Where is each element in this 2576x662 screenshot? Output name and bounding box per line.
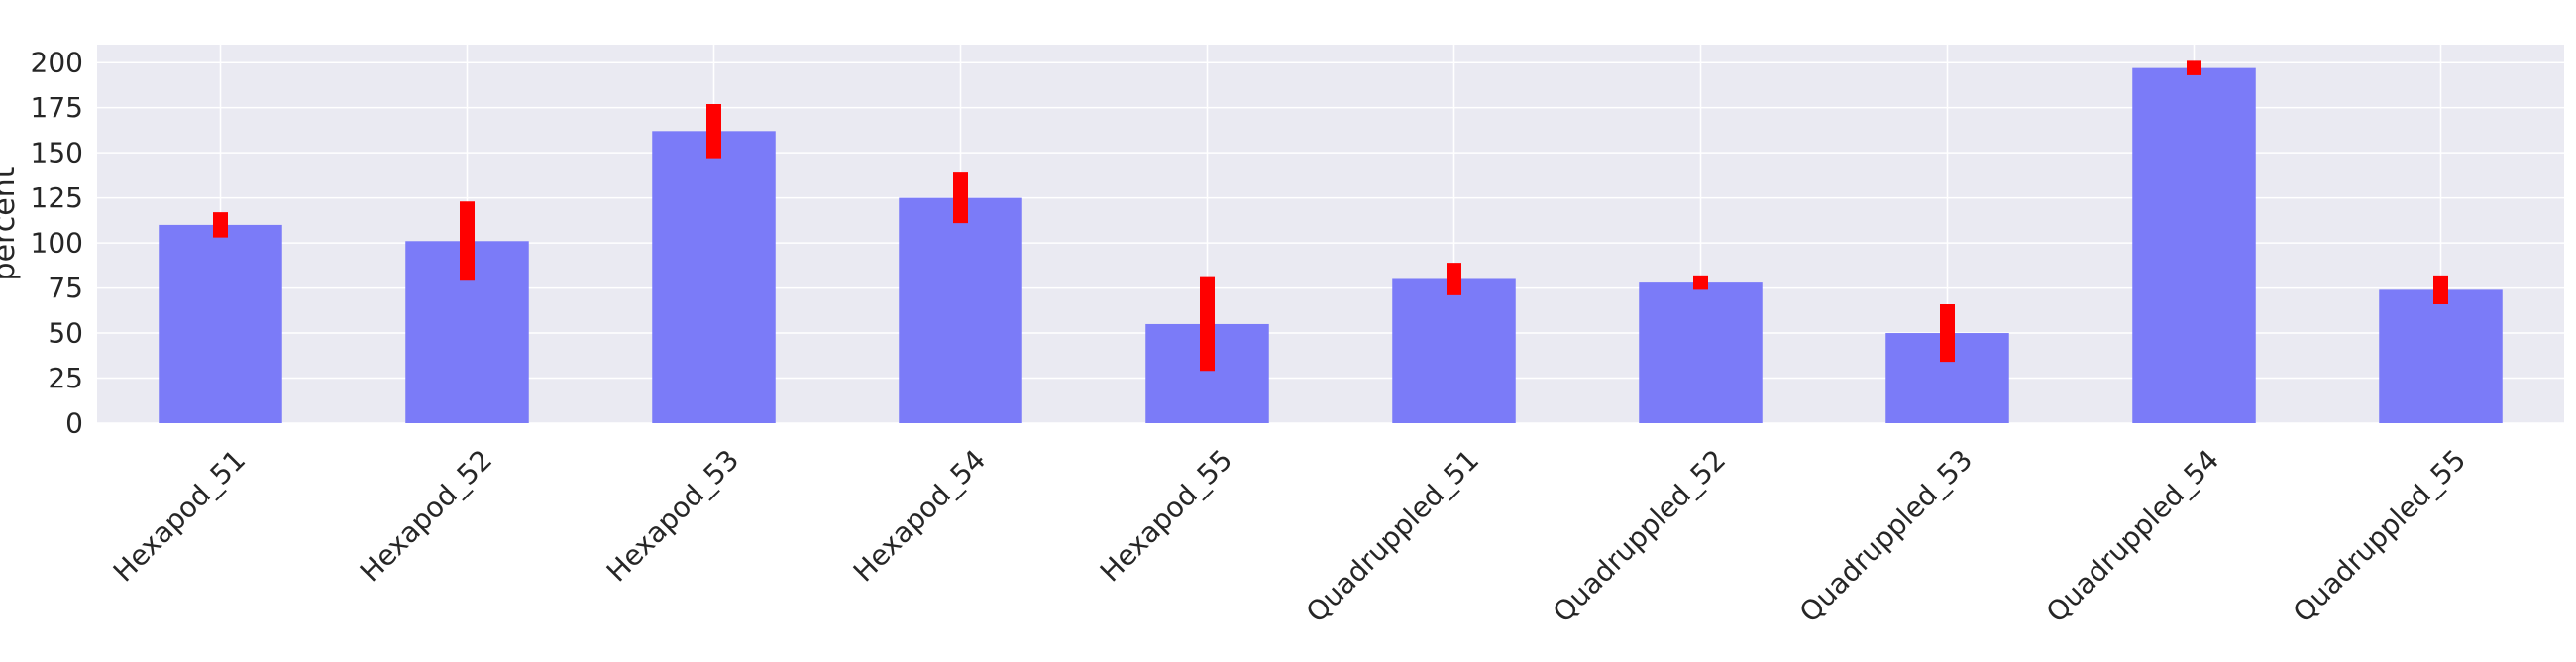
x-tick-label: Hexapod_52 — [354, 443, 498, 588]
bar — [652, 131, 776, 424]
y-tick-label: 50 — [48, 317, 83, 350]
y-tick-label: 125 — [31, 181, 83, 214]
y-axis-ticks: 0 25 50 75 100 125 150 175 200 — [31, 47, 83, 440]
x-tick-label: Quadruppled_53 — [1793, 443, 1979, 628]
y-tick-label: 175 — [31, 91, 83, 124]
x-tick-label: Quadruppled_54 — [2040, 443, 2225, 628]
bar — [899, 197, 1022, 423]
y-axis-label: percent — [0, 166, 22, 280]
y-tick-label: 75 — [48, 272, 83, 304]
y-tick-label: 200 — [31, 47, 83, 79]
x-tick-label: Hexapod_54 — [847, 443, 992, 588]
bars — [159, 67, 2503, 424]
bar — [159, 224, 282, 423]
y-tick-label: 25 — [48, 362, 83, 394]
y-tick-label: 150 — [31, 137, 83, 169]
bar — [1392, 278, 1516, 423]
y-tick-label: 0 — [65, 407, 83, 440]
bar — [2132, 67, 2256, 424]
x-axis-ticks: Hexapod_51 Hexapod_52 Hexapod_53 Hexapod_54… — [107, 443, 2472, 628]
x-tick-label: Hexapod_51 — [107, 443, 252, 588]
bar — [1639, 282, 1763, 423]
x-tick-label: Hexapod_53 — [600, 443, 745, 588]
x-tick-label: Hexapod_55 — [1094, 443, 1238, 588]
error-bars — [213, 60, 2448, 372]
bar — [2379, 289, 2503, 423]
x-tick-label: Quadruppled_55 — [2287, 443, 2472, 628]
y-tick-label: 100 — [31, 227, 83, 260]
x-tick-label: Quadruppled_51 — [1300, 443, 1485, 628]
x-tick-label: Quadruppled_52 — [1547, 443, 1732, 628]
